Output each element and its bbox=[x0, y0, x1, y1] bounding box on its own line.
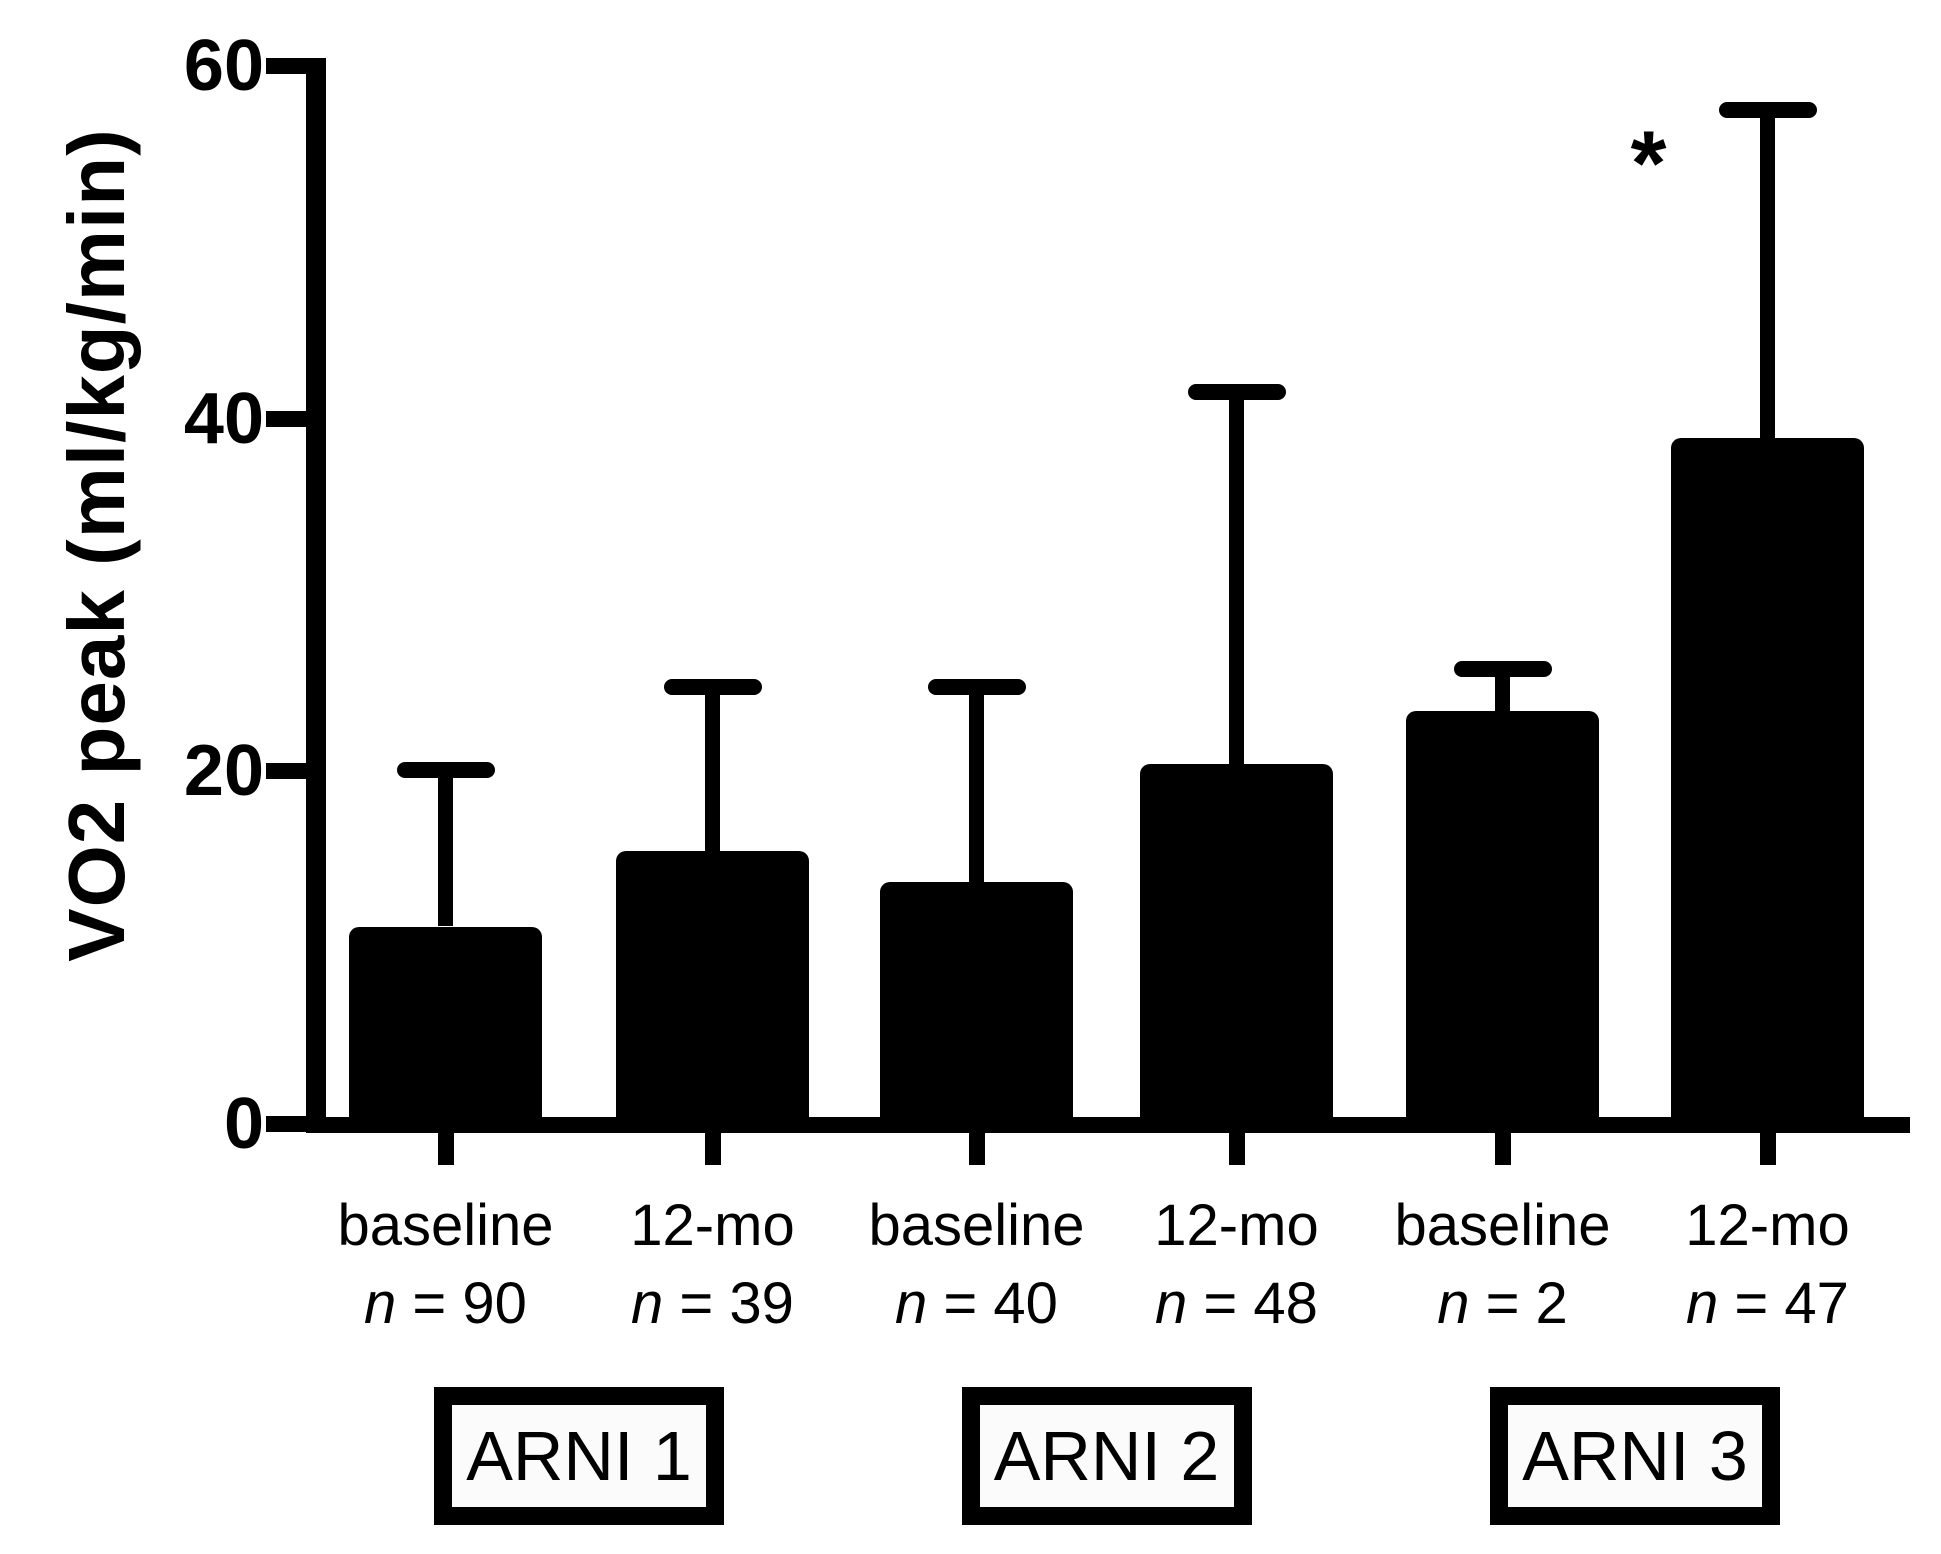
n-symbol: n bbox=[895, 1271, 928, 1336]
x-tick-mark bbox=[1228, 1133, 1245, 1165]
n-value: = 2 bbox=[1469, 1271, 1568, 1336]
x-tick-label-n: n = 39 bbox=[573, 1272, 853, 1336]
x-tick-label-timepoint: 12-mo bbox=[1685, 1193, 1850, 1258]
bar bbox=[1406, 711, 1599, 1133]
error-bar-cap bbox=[1453, 661, 1552, 678]
n-value: = 48 bbox=[1187, 1271, 1318, 1336]
n-value: = 90 bbox=[396, 1271, 527, 1336]
n-value: = 39 bbox=[663, 1271, 794, 1336]
error-bar-line bbox=[1495, 669, 1510, 712]
n-value: = 40 bbox=[927, 1271, 1058, 1336]
group-label-box-arni-1: ARNI 1 bbox=[434, 1387, 724, 1525]
n-symbol: n bbox=[631, 1271, 664, 1336]
y-axis-line bbox=[306, 58, 326, 1133]
x-tick-mark bbox=[437, 1133, 454, 1165]
bar bbox=[349, 926, 542, 1133]
x-axis-line bbox=[306, 1117, 1910, 1133]
error-bar-cap bbox=[1187, 384, 1286, 401]
error-bar-line bbox=[969, 686, 984, 883]
x-tick-mark bbox=[704, 1133, 721, 1165]
group-label-box-arni-2: ARNI 2 bbox=[961, 1387, 1252, 1525]
x-tick-label-timepoint: baseline bbox=[337, 1193, 554, 1258]
n-symbol: n bbox=[1686, 1271, 1719, 1336]
error-bar-line bbox=[1760, 110, 1775, 439]
n-symbol: n bbox=[364, 1271, 397, 1336]
x-tick-label-n: n = 40 bbox=[837, 1272, 1117, 1336]
group-label: ARNI 2 bbox=[993, 1417, 1220, 1495]
y-tick-label: 60 bbox=[183, 26, 264, 106]
x-tick-label-timepoint: 12-mo bbox=[630, 1193, 795, 1258]
n-symbol: n bbox=[1155, 1271, 1188, 1336]
x-tick-label-timepoint: baseline bbox=[868, 1193, 1085, 1258]
y-tick-label: 20 bbox=[183, 731, 264, 812]
n-value: = 47 bbox=[1718, 1271, 1849, 1336]
group-label-box-arni-3: ARNI 3 bbox=[1490, 1387, 1780, 1525]
y-tick-label: 0 bbox=[223, 1084, 264, 1164]
x-tick-label-timepoint: 12-mo bbox=[1154, 1193, 1319, 1258]
error-bar-cap bbox=[663, 678, 762, 695]
x-tick-label-timepoint: baseline bbox=[1394, 1193, 1611, 1258]
bar bbox=[880, 882, 1073, 1133]
y-tick-mark bbox=[266, 763, 306, 780]
bar bbox=[1671, 438, 1864, 1133]
bar bbox=[1140, 764, 1333, 1133]
x-tick-mark bbox=[1759, 1133, 1776, 1165]
x-tick-mark bbox=[968, 1133, 985, 1165]
error-bar-cap bbox=[1718, 102, 1817, 119]
y-tick-mark bbox=[266, 58, 306, 74]
error-bar-line bbox=[1229, 392, 1244, 765]
x-tick-label-n: n = 47 bbox=[1628, 1272, 1908, 1336]
y-axis-title: VO2 peak (ml/kg/min) bbox=[52, 128, 141, 962]
x-tick-label-n: n = 2 bbox=[1363, 1272, 1643, 1336]
x-tick-label-n: n = 90 bbox=[306, 1272, 586, 1336]
error-bar-line bbox=[705, 686, 720, 851]
n-symbol: n bbox=[1437, 1271, 1470, 1336]
x-tick-mark bbox=[1494, 1133, 1511, 1165]
significance-asterisk: * bbox=[1630, 113, 1667, 215]
bar bbox=[616, 850, 809, 1133]
error-bar-cap bbox=[927, 678, 1026, 695]
error-bar-line bbox=[438, 769, 453, 927]
y-tick-mark bbox=[266, 1116, 306, 1132]
y-tick-label: 40 bbox=[183, 378, 264, 459]
group-label: ARNI 1 bbox=[466, 1417, 692, 1495]
y-tick-mark bbox=[266, 410, 306, 427]
group-label: ARNI 3 bbox=[1522, 1417, 1748, 1495]
x-tick-label-n: n = 48 bbox=[1097, 1272, 1377, 1336]
error-bar-cap bbox=[396, 761, 495, 778]
